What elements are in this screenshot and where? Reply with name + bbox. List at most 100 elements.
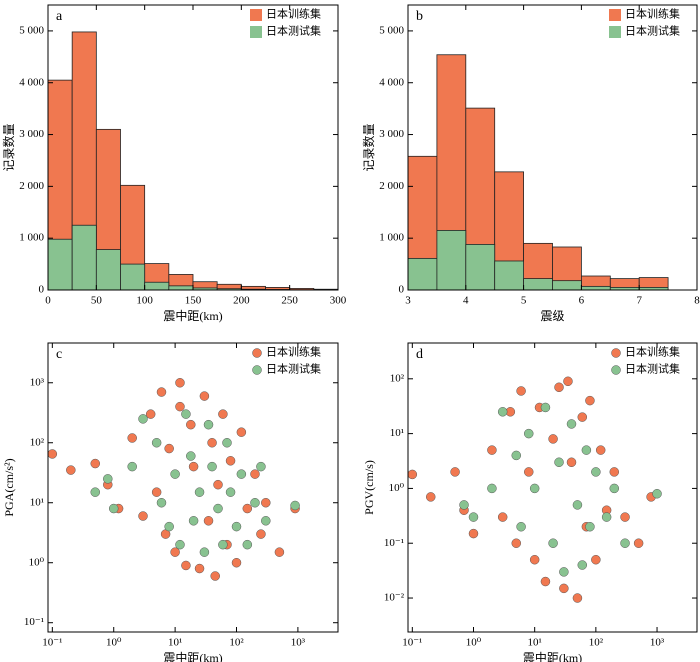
x-tick-label: 6 [579, 295, 585, 307]
y-tick-label: 3 000 [379, 128, 404, 140]
plot-frame [407, 4, 698, 291]
point [548, 538, 558, 548]
y-tick-label: 4 000 [379, 76, 404, 88]
point [633, 538, 644, 548]
point [231, 557, 242, 568]
y-tick-label: 10³ [30, 376, 45, 388]
point [591, 554, 601, 565]
bar [523, 278, 553, 291]
legend-marker [611, 348, 621, 358]
panel: 0 50 100 150 200 250 300 0 1 000 2 000 3 000 4 000 5… [1, 4, 347, 323]
point [90, 458, 100, 469]
point [585, 395, 595, 406]
point [566, 457, 577, 468]
point [468, 512, 479, 522]
point [145, 409, 156, 419]
point [225, 487, 236, 497]
point [595, 445, 606, 455]
y-tick-label: 10² [390, 372, 405, 384]
point [225, 456, 236, 466]
x-tick-label: 300 [330, 295, 347, 307]
y-tick-label: 10¹ [30, 496, 44, 508]
point [540, 576, 551, 587]
legend-label: 日本测试集 [266, 24, 321, 38]
y-tick-label: 10⁻¹ [384, 537, 404, 549]
bar [168, 285, 194, 291]
point [231, 521, 242, 532]
legend-label: 日本训练集 [625, 7, 680, 21]
point [516, 386, 526, 396]
x-tick-label: 200 [233, 295, 250, 307]
point [199, 547, 210, 557]
bar [581, 285, 611, 291]
point [459, 500, 469, 510]
point [548, 434, 558, 444]
point [127, 433, 137, 443]
bar [465, 243, 496, 291]
point [181, 560, 191, 571]
legend-marker [252, 365, 262, 375]
point [450, 467, 460, 477]
point [609, 483, 620, 494]
point [170, 547, 180, 557]
point [218, 409, 228, 419]
point [511, 538, 522, 548]
point [256, 529, 266, 539]
point [585, 521, 595, 532]
y-tick-label: 10¹ [390, 427, 404, 439]
point [425, 492, 436, 502]
y-tick-label: 0 [399, 284, 405, 296]
point [620, 538, 630, 548]
x-axis-label: 震级 [540, 309, 564, 323]
x-tick-label: 8 [694, 295, 700, 307]
x-tick-label: 4 [463, 295, 469, 307]
x-tick-label: 100 [136, 295, 153, 307]
point [487, 445, 497, 455]
point [207, 461, 217, 472]
legend-label: 日本测试集 [266, 362, 321, 376]
x-tick-label: 10¹ [168, 637, 182, 649]
point [199, 391, 210, 401]
point [290, 500, 300, 511]
legend-swatch [250, 26, 262, 38]
point [203, 516, 214, 526]
point [175, 401, 185, 412]
point [250, 469, 260, 479]
point [529, 483, 540, 494]
y-tick-label: 0 [39, 284, 45, 296]
point [468, 528, 479, 539]
point [529, 554, 540, 565]
x-tick-label: 3 [405, 295, 411, 307]
panel-letter: b [416, 9, 423, 24]
point [127, 461, 137, 472]
point [523, 467, 534, 477]
point [213, 479, 223, 490]
point [164, 443, 174, 454]
point [151, 437, 162, 448]
point [563, 376, 573, 387]
point [577, 560, 588, 570]
point [523, 428, 534, 439]
legend-swatch [609, 26, 621, 38]
bar [407, 257, 438, 291]
point [559, 567, 569, 577]
bar [144, 281, 170, 291]
point [213, 503, 223, 514]
point [103, 474, 113, 484]
plot-frame [407, 342, 698, 633]
x-tick-label: 10⁰ [106, 637, 122, 649]
point [175, 378, 185, 388]
y-axis-label: PGA(cm/s²) [2, 458, 16, 516]
x-tick-label: 5 [521, 295, 527, 307]
legend-label: 日本测试集 [625, 24, 680, 38]
legend-label: 日本训练集 [625, 345, 680, 359]
point [186, 419, 196, 430]
point [236, 427, 247, 437]
legend-label: 日本训练集 [266, 7, 321, 21]
point [554, 382, 564, 393]
point [90, 487, 100, 497]
legend-swatch [609, 9, 621, 21]
panel-letter: a [56, 9, 63, 24]
point [566, 419, 577, 429]
